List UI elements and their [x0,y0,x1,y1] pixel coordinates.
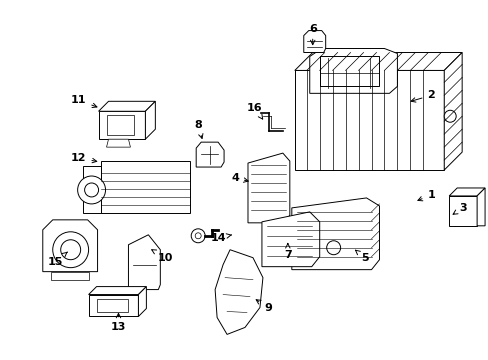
Circle shape [61,240,81,260]
Circle shape [195,233,201,239]
Polygon shape [99,101,155,111]
Bar [448,196,476,226]
Polygon shape [448,188,484,196]
Text: 14: 14 [210,233,231,243]
Bar [294,71,443,170]
Polygon shape [476,188,484,226]
Text: 12: 12 [71,153,97,163]
Text: 16: 16 [246,103,262,119]
Text: 4: 4 [231,173,248,183]
Polygon shape [138,287,146,316]
Bar [51,272,88,280]
Polygon shape [42,220,98,272]
Text: 1: 1 [417,190,434,201]
Polygon shape [291,198,379,270]
Polygon shape [82,166,101,213]
Text: 10: 10 [151,250,173,263]
Polygon shape [215,250,263,334]
Text: 11: 11 [71,95,97,108]
Polygon shape [303,31,325,53]
Circle shape [326,241,340,255]
Text: 8: 8 [194,120,203,139]
Text: 15: 15 [48,252,67,267]
Text: 3: 3 [452,203,466,214]
Text: 9: 9 [256,300,271,312]
Polygon shape [106,139,130,147]
Polygon shape [128,235,160,289]
Circle shape [84,183,99,197]
Bar [106,115,134,135]
Polygon shape [247,153,289,223]
Bar [319,57,379,86]
Circle shape [443,110,455,122]
Circle shape [191,229,205,243]
Text: 2: 2 [410,90,434,102]
Bar [99,111,145,139]
Bar [96,298,128,312]
Text: 5: 5 [355,250,367,263]
Text: 13: 13 [111,313,126,332]
Polygon shape [196,142,224,167]
Circle shape [78,176,105,204]
Bar [88,294,138,316]
Circle shape [53,232,88,268]
Text: 7: 7 [284,244,291,260]
Polygon shape [262,212,319,267]
Polygon shape [145,101,155,139]
Polygon shape [88,287,146,294]
Polygon shape [294,53,461,71]
Text: 6: 6 [308,24,316,45]
Polygon shape [443,53,461,170]
Polygon shape [309,49,397,93]
Bar [101,161,190,213]
